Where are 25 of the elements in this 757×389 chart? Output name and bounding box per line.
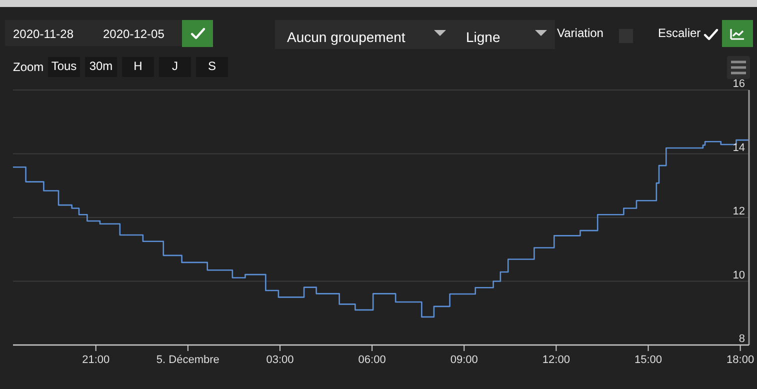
x-tick-label: 03:00 [266,354,294,366]
x-tick-label: 18:00 [726,354,754,366]
y-tick-label: 8 [738,333,745,345]
x-tick-label: 12:00 [542,354,570,366]
text: H [134,59,142,73]
text: Aucun groupement [287,29,406,45]
text: Zoom [13,60,44,74]
text: 2020-12-05 [103,27,165,41]
text: Ligne [466,29,500,45]
text: S [208,59,216,73]
x-tick-label: 21:00 [82,354,110,366]
y-tick-label: 12 [732,206,745,218]
x-tick-label: 5. Décembre [156,354,220,366]
text: Tous [51,59,77,73]
x-tick-label: 06:00 [358,354,386,366]
y-tick-label: 16 [732,78,745,90]
x-tick-label: 15:00 [634,354,662,366]
text: J [172,59,178,73]
x-tick-label: 09:00 [450,354,478,366]
text: Escalier [658,26,701,40]
text: 2020-11-28 [13,27,74,41]
y-tick-label: 14 [732,142,745,154]
text: 30m [89,59,113,73]
text: Variation [557,26,604,40]
y-tick-label: 10 [732,269,745,282]
